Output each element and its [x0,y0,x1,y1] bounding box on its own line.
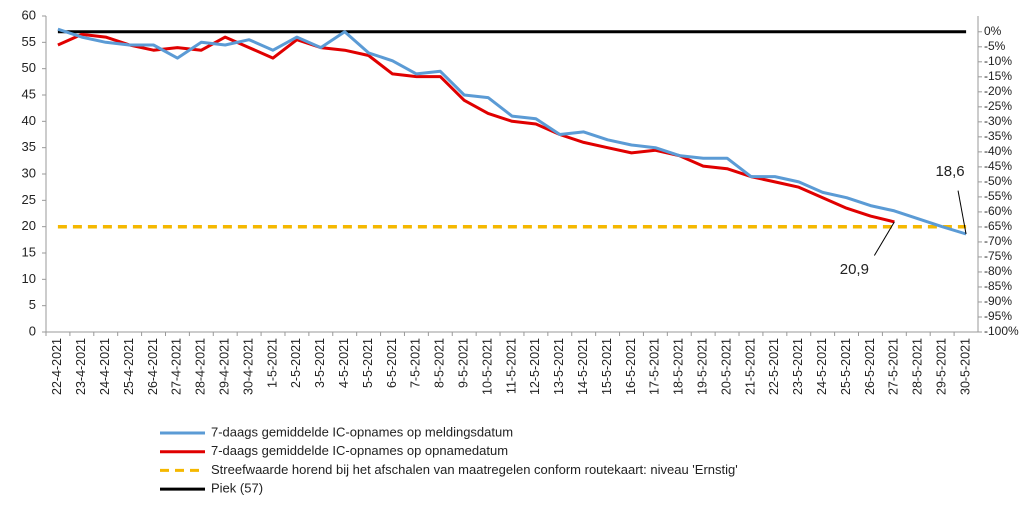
x-tick-label: 25-4-2021 [122,338,136,395]
x-tick-label: 25-5-2021 [839,338,853,395]
x-tick-label: 17-5-2021 [648,338,662,395]
x-tick-label: 7-5-2021 [409,338,423,388]
x-tick-label: 22-5-2021 [767,338,781,395]
y2-tick-label: -85% [984,279,1012,293]
y2-tick-label: -90% [984,294,1012,308]
y2-tick-label: -80% [984,264,1012,278]
x-tick-label: 8-5-2021 [433,338,447,388]
x-tick-label: 23-4-2021 [74,338,88,395]
value-label: 20,9 [840,261,869,278]
x-tick-label: 6-5-2021 [385,338,399,388]
y2-tick-label: -65% [984,219,1012,233]
y2-tick-label: -5% [984,39,1006,53]
x-tick-label: 18-5-2021 [672,338,686,395]
y-tick-label: 40 [22,113,36,128]
x-tick-label: 3-5-2021 [313,338,327,388]
y2-tick-label: 0% [984,24,1002,38]
x-tick-label: 12-5-2021 [528,338,542,395]
x-tick-label: 11-5-2021 [504,338,518,394]
x-tick-label: 19-5-2021 [695,338,709,395]
x-tick-label: 29-4-2021 [218,338,232,395]
x-tick-label: 27-4-2021 [170,338,184,395]
legend-label: Streefwaarde horend bij het afschalen va… [211,462,738,477]
x-tick-label: 28-4-2021 [194,338,208,395]
y-tick-label: 60 [22,7,36,22]
x-tick-label: 26-5-2021 [863,338,877,395]
x-tick-label: 9-5-2021 [457,338,471,388]
y-tick-label: 15 [22,244,36,259]
y-tick-label: 35 [22,139,36,154]
x-tick-label: 16-5-2021 [624,338,638,395]
y-tick-label: 10 [22,271,36,286]
y2-tick-label: -30% [984,114,1012,128]
legend-label: Piek (57) [211,481,263,496]
y2-tick-label: -60% [984,204,1012,218]
x-tick-label: 28-5-2021 [911,338,925,395]
x-tick-label: 24-4-2021 [98,338,112,395]
x-tick-label: 30-5-2021 [958,338,972,395]
y2-tick-label: -100% [984,324,1019,338]
y-tick-label: 55 [22,34,36,49]
x-tick-label: 5-5-2021 [361,338,375,388]
y2-tick-label: -40% [984,144,1012,158]
y2-tick-label: -35% [984,129,1012,143]
y-tick-label: 50 [22,60,36,75]
x-tick-label: 21-5-2021 [743,338,757,395]
y-tick-label: 45 [22,86,36,101]
x-tick-label: 26-4-2021 [146,338,160,395]
y2-tick-label: -20% [984,84,1012,98]
label-leader [957,190,967,235]
y-tick-label: 5 [29,297,36,312]
legend-label: 7-daags gemiddelde IC-opnames op opnamed… [211,443,508,458]
x-tick-label: 15-5-2021 [600,338,614,395]
y2-tick-label: -10% [984,54,1012,68]
y2-tick-label: -55% [984,189,1012,203]
legend-label: 7-daags gemiddelde IC-opnames op melding… [211,424,513,439]
label-leader [873,221,895,256]
y-tick-label: 30 [22,165,36,180]
y2-tick-label: -95% [984,309,1012,323]
y-tick-label: 0 [29,323,36,338]
x-tick-label: 30-4-2021 [241,338,255,395]
series-line [57,27,967,236]
x-tick-label: 2-5-2021 [289,338,303,388]
value-label: 18,6 [935,163,964,180]
x-tick-label: 20-5-2021 [719,338,733,395]
x-tick-label: 10-5-2021 [480,338,494,395]
y-tick-label: 25 [22,192,36,207]
y2-tick-label: -45% [984,159,1012,173]
y2-tick-label: -25% [984,99,1012,113]
x-tick-label: 13-5-2021 [552,338,566,395]
y2-tick-label: -75% [984,249,1012,263]
y2-tick-label: -50% [984,174,1012,188]
x-tick-label: 27-5-2021 [887,338,901,395]
x-tick-label: 22-4-2021 [50,338,64,395]
x-tick-label: 29-5-2021 [934,338,948,395]
x-tick-label: 1-5-2021 [265,338,279,388]
x-tick-label: 14-5-2021 [576,338,590,395]
series-line [57,32,895,224]
y-tick-label: 20 [22,218,36,233]
y2-tick-label: -15% [984,69,1012,83]
x-tick-label: 24-5-2021 [815,338,829,395]
x-tick-label: 4-5-2021 [337,338,351,388]
x-tick-label: 23-5-2021 [791,338,805,395]
y2-tick-label: -70% [984,234,1012,248]
